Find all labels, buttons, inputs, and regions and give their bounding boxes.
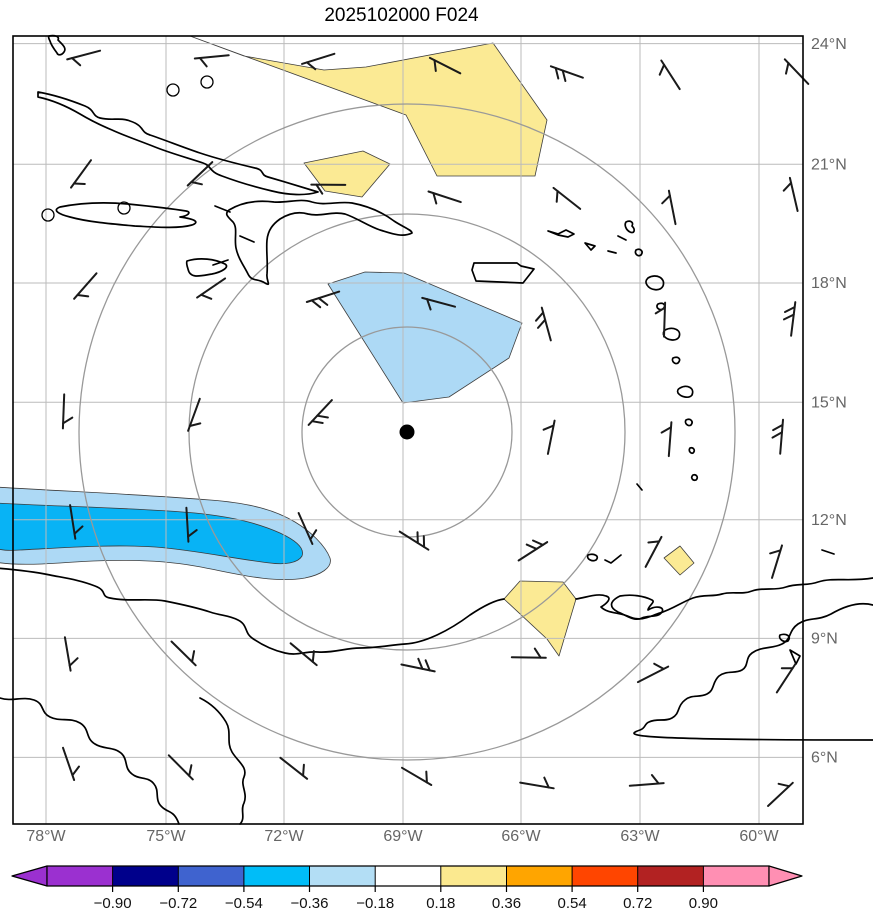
svg-text:−0.36: −0.36 [291,895,329,912]
svg-text:21°N: 21°N [811,157,847,174]
svg-text:0.18: 0.18 [426,895,455,912]
svg-text:−0.72: −0.72 [159,895,197,912]
svg-text:0.72: 0.72 [623,895,652,912]
svg-text:−0.54: −0.54 [225,895,263,912]
svg-text:78°W: 78°W [26,828,66,845]
svg-text:−0.90: −0.90 [94,895,132,912]
svg-text:6°N: 6°N [811,750,838,767]
svg-text:−0.18: −0.18 [356,895,394,912]
svg-text:69°W: 69°W [383,828,423,845]
svg-text:24°N: 24°N [811,36,847,53]
svg-text:75°W: 75°W [146,828,186,845]
svg-text:0.90: 0.90 [689,895,718,912]
svg-text:9°N: 9°N [811,631,838,648]
svg-text:15°N: 15°N [811,395,847,412]
svg-text:66°W: 66°W [501,828,541,845]
svg-text:72°W: 72°W [264,828,304,845]
svg-text:63°W: 63°W [620,828,660,845]
svg-text:0.54: 0.54 [557,895,586,912]
svg-text:60°W: 60°W [739,828,779,845]
svg-text:18°N: 18°N [811,275,847,292]
svg-text:12°N: 12°N [811,512,847,529]
svg-text:0.36: 0.36 [492,895,521,912]
